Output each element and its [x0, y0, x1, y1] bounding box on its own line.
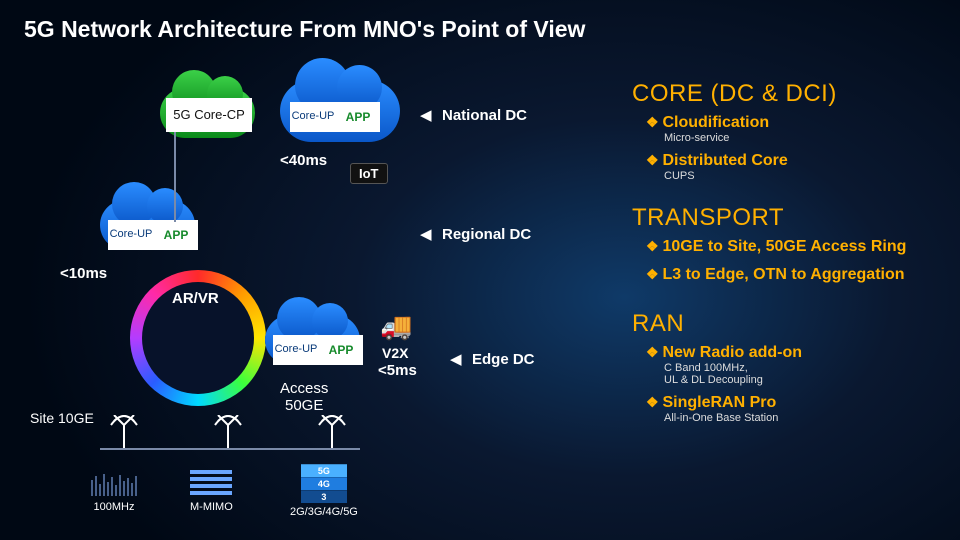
- edge-boxes: Core-UP APP: [273, 335, 363, 365]
- access-label-2: 50GE: [280, 397, 328, 414]
- regional-dc-label: ◀ Regional DC: [420, 225, 531, 244]
- multi-rat-label: 2G/3G/4G/5G: [290, 506, 358, 518]
- national-boxes: Core-UP APP: [290, 102, 380, 132]
- bullet-sub: CUPS: [664, 170, 952, 182]
- section-core-title: CORE (DC & DCI): [632, 80, 952, 108]
- stack-mid: 4G: [301, 477, 347, 490]
- arvr-label: AR/VR: [172, 290, 219, 307]
- app-box: APP: [319, 335, 363, 365]
- stack-top: 5G: [301, 464, 347, 477]
- spectrum-icon: [90, 470, 138, 498]
- app-label: APP: [164, 229, 189, 242]
- app-box: APP: [336, 102, 380, 132]
- iot-block: IoT: [350, 165, 388, 183]
- coreup-label: Core-UP: [275, 344, 318, 356]
- spectrum-block: 100MHz: [90, 470, 138, 513]
- bullet-main: SingleRAN Pro: [646, 394, 952, 412]
- bullet-l3: L3 to Edge, OTN to Aggregation: [646, 266, 952, 284]
- dc-label: Regional DC: [442, 226, 531, 243]
- access-block: Access 50GE: [280, 380, 328, 414]
- mmimo-label: M-MIMO: [190, 501, 233, 513]
- antenna-icon: [110, 415, 134, 449]
- mmimo-block: M-MIMO: [190, 470, 233, 513]
- site-label: Site 10GE: [30, 410, 94, 426]
- bullet-new-radio: New Radio add-on C Band 100MHz, UL & DL …: [646, 344, 952, 386]
- regional-boxes: Core-UP APP: [108, 220, 198, 250]
- dc-label: National DC: [442, 107, 527, 124]
- iot-label: IoT: [350, 163, 388, 184]
- diagram-canvas: 5G Core-CP Core-UP APP ◀ National DC <40…: [0, 60, 620, 540]
- coreup-box: Core-UP: [290, 102, 336, 132]
- multi-rat-block: 5G 4G 3 2G/3G/4G/5G: [290, 464, 358, 518]
- section-ran-title: RAN: [632, 310, 952, 338]
- bullet-sub: All-in-One Base Station: [664, 412, 952, 424]
- latency-national: <40ms: [280, 152, 327, 169]
- access-label-1: Access: [280, 380, 328, 397]
- page-title: 5G Network Architecture From MNO's Point…: [24, 16, 585, 43]
- connector-line: [174, 132, 176, 222]
- coreup-box: Core-UP: [108, 220, 154, 250]
- antenna-icon: [318, 415, 342, 449]
- coreup-box: Core-UP: [273, 335, 319, 365]
- arrow-left-icon: ◀: [420, 107, 432, 124]
- connector-line: [100, 448, 360, 450]
- truck-emoji-icon: 🚚: [380, 311, 412, 341]
- truck-icon: 🚚: [380, 313, 412, 340]
- arrow-left-icon: ◀: [450, 351, 462, 368]
- bullet-sub: C Band 100MHz, UL & DL Decoupling: [664, 362, 952, 386]
- bullet-sub: Micro-service: [664, 132, 952, 144]
- arrow-left-icon: ◀: [420, 226, 432, 243]
- app-label: APP: [346, 111, 371, 124]
- antenna-icon: [214, 415, 238, 449]
- bullet-main: Distributed Core: [646, 152, 952, 170]
- info-panel: CORE (DC & DCI) Cloudification Micro-ser…: [632, 70, 952, 432]
- national-dc-label: ◀ National DC: [420, 106, 527, 125]
- edge-dc-label: ◀ Edge DC: [450, 350, 535, 369]
- bullet-main: L3 to Edge, OTN to Aggregation: [646, 266, 952, 284]
- dc-label: Edge DC: [472, 351, 535, 368]
- corecp-label: 5G Core-CP: [173, 108, 245, 122]
- corecp-box: 5G Core-CP: [166, 98, 252, 132]
- stack-bot: 3: [301, 490, 347, 503]
- coreup-label: Core-UP: [110, 229, 153, 241]
- bullet-main: 10GE to Site, 50GE Access Ring: [646, 238, 952, 256]
- coreup-label: Core-UP: [292, 111, 335, 123]
- app-box: APP: [154, 220, 198, 250]
- spectrum-label: 100MHz: [94, 501, 135, 513]
- bullet-singleran: SingleRAN Pro All-in-One Base Station: [646, 394, 952, 424]
- bullet-cloudification: Cloudification Micro-service: [646, 114, 952, 144]
- latency-regional: <10ms: [60, 265, 107, 282]
- latency-edge: <5ms: [378, 362, 417, 379]
- section-transport-title: TRANSPORT: [632, 204, 952, 232]
- antenna-row: [110, 415, 342, 449]
- mmimo-icon: [190, 470, 232, 498]
- bullet-distributed-core: Distributed Core CUPS: [646, 152, 952, 182]
- bullet-main: Cloudification: [646, 114, 952, 132]
- app-label: APP: [329, 344, 354, 357]
- bullet-10ge: 10GE to Site, 50GE Access Ring: [646, 238, 952, 256]
- connector-line: [174, 132, 176, 134]
- v2x-label: V2X: [382, 345, 408, 361]
- bullet-main: New Radio add-on: [646, 344, 952, 362]
- stack-icon: 5G 4G 3: [301, 464, 347, 503]
